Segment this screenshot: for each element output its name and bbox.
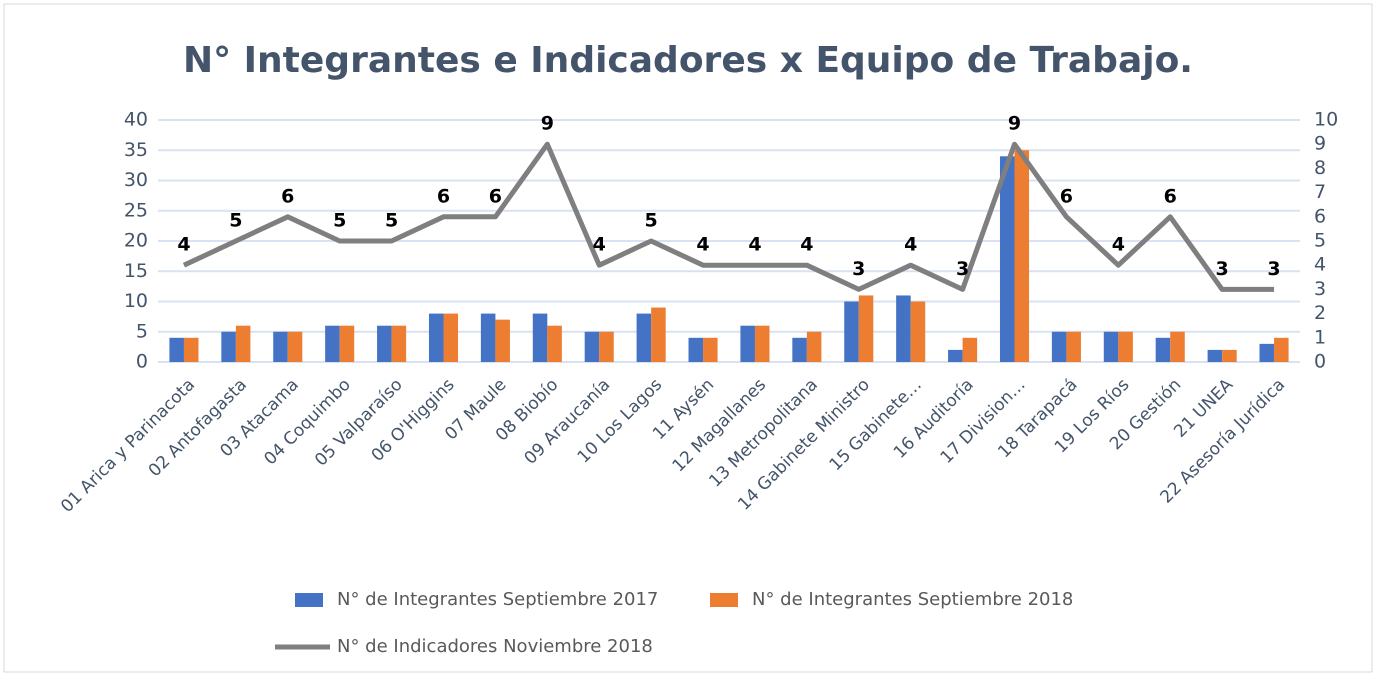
bar bbox=[858, 295, 874, 362]
bar bbox=[1222, 349, 1237, 362]
y-tick-label: 35 bbox=[124, 139, 148, 161]
y2-tick-label: 0 bbox=[1314, 351, 1326, 373]
y2-tick-label: 9 bbox=[1314, 133, 1326, 155]
y2-tick-label: 2 bbox=[1314, 302, 1326, 324]
bar bbox=[688, 337, 704, 362]
y-tick-label: 20 bbox=[124, 230, 148, 252]
bar bbox=[183, 337, 199, 362]
bar bbox=[287, 331, 303, 362]
data-label: 4 bbox=[800, 234, 813, 256]
bar bbox=[391, 325, 407, 362]
bar bbox=[325, 325, 340, 362]
bar bbox=[495, 319, 510, 362]
data-label: 3 bbox=[1216, 258, 1229, 280]
bar bbox=[532, 313, 548, 362]
data-label: 5 bbox=[645, 210, 658, 232]
data-label: 9 bbox=[1008, 113, 1021, 135]
bar bbox=[844, 301, 859, 362]
data-label: 6 bbox=[437, 185, 450, 207]
y-tick-label: 15 bbox=[124, 260, 148, 282]
y2-tick-label: 6 bbox=[1314, 205, 1326, 227]
bar bbox=[896, 295, 911, 362]
bar bbox=[1170, 331, 1185, 362]
bar bbox=[651, 307, 666, 362]
legend-label: N° de Integrantes Septiembre 2017 bbox=[337, 589, 658, 610]
legend-swatch bbox=[295, 593, 323, 607]
y2-tick-label: 7 bbox=[1314, 181, 1326, 203]
bar bbox=[377, 325, 392, 362]
bar bbox=[1207, 349, 1223, 362]
bar bbox=[1066, 331, 1081, 362]
data-label: 6 bbox=[1060, 185, 1073, 207]
bar bbox=[547, 325, 562, 362]
y2-tick-label: 8 bbox=[1314, 157, 1326, 179]
bar bbox=[948, 349, 963, 362]
data-label: 4 bbox=[593, 234, 606, 256]
bar bbox=[584, 331, 600, 362]
data-label: 6 bbox=[489, 185, 502, 207]
y2-tick-label: 5 bbox=[1314, 230, 1326, 252]
bar bbox=[235, 325, 251, 362]
legend-swatch bbox=[710, 593, 738, 607]
data-label: 6 bbox=[1164, 185, 1177, 207]
bar bbox=[221, 331, 236, 362]
bar bbox=[962, 337, 978, 362]
data-label: 5 bbox=[333, 210, 346, 232]
line bbox=[182, 141, 1275, 292]
bar bbox=[1118, 331, 1133, 362]
legend-label: N° de Indicadores Noviembre 2018 bbox=[337, 636, 653, 657]
bar bbox=[1014, 150, 1030, 362]
bar bbox=[443, 313, 459, 362]
bar bbox=[428, 313, 444, 362]
y2-tick-label: 10 bbox=[1314, 109, 1338, 131]
data-label: 3 bbox=[852, 258, 865, 280]
chart-title: N° Integrantes e Indicadores x Equipo de… bbox=[183, 40, 1193, 81]
y-tick-label: 10 bbox=[124, 290, 148, 312]
bar bbox=[1259, 343, 1275, 362]
data-label: 4 bbox=[696, 234, 709, 256]
legend-label: N° de Integrantes Septiembre 2018 bbox=[752, 589, 1073, 610]
bar bbox=[339, 325, 355, 362]
bar bbox=[999, 156, 1015, 362]
data-label: 4 bbox=[748, 234, 761, 256]
data-label: 6 bbox=[281, 185, 294, 207]
y-tick-label: 5 bbox=[136, 320, 148, 342]
bar bbox=[1274, 337, 1289, 362]
y2-tick-label: 1 bbox=[1314, 326, 1326, 348]
data-label: 9 bbox=[541, 113, 554, 135]
bar bbox=[636, 313, 652, 362]
data-label: 3 bbox=[956, 258, 969, 280]
data-label: 5 bbox=[385, 210, 398, 232]
bar bbox=[599, 331, 614, 362]
bar bbox=[754, 325, 770, 362]
data-label: 4 bbox=[1112, 234, 1125, 256]
y-tick-label: 30 bbox=[124, 169, 148, 191]
y2-tick-label: 4 bbox=[1314, 254, 1326, 276]
bar bbox=[1051, 331, 1067, 362]
data-label: 3 bbox=[1267, 258, 1280, 280]
bar bbox=[169, 337, 184, 362]
y2-tick-label: 3 bbox=[1314, 278, 1326, 300]
bar bbox=[1155, 337, 1171, 362]
data-label: 4 bbox=[904, 234, 917, 256]
bar bbox=[273, 331, 288, 362]
y-tick-label: 40 bbox=[124, 109, 148, 131]
bar bbox=[792, 337, 807, 362]
y-tick-label: 25 bbox=[124, 199, 148, 221]
bar bbox=[740, 325, 755, 362]
bar bbox=[703, 337, 718, 362]
bar bbox=[480, 313, 496, 362]
bar bbox=[910, 301, 926, 362]
data-label: 5 bbox=[229, 210, 242, 232]
bar bbox=[1103, 331, 1119, 362]
y-tick-label: 0 bbox=[136, 351, 148, 373]
data-label: 4 bbox=[177, 234, 190, 256]
bar bbox=[806, 331, 822, 362]
